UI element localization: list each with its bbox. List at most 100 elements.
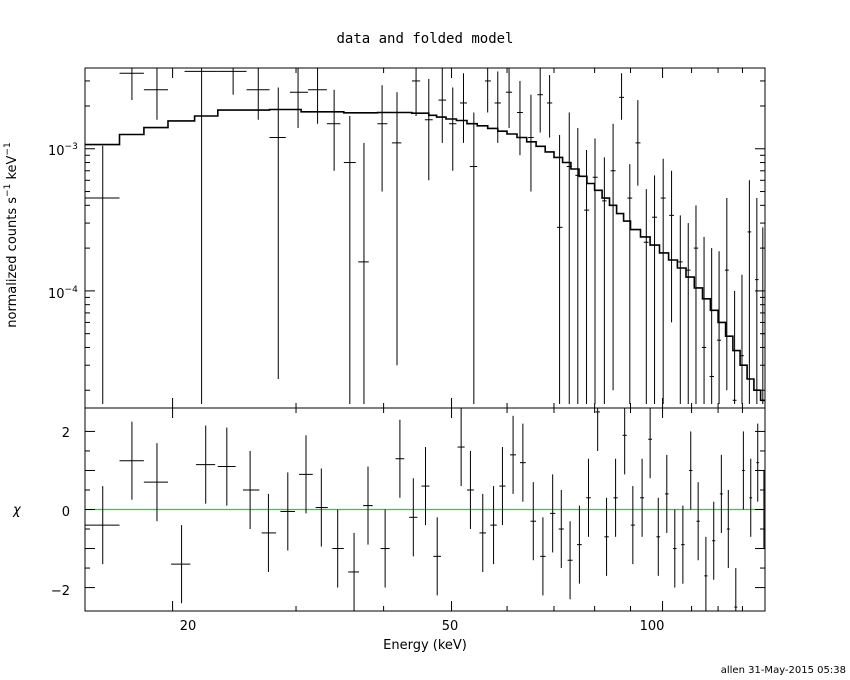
residual-point — [558, 489, 564, 569]
y-tick-label-1e-4: 10−4 — [48, 285, 78, 302]
residual-point — [519, 423, 526, 502]
data-point — [701, 236, 707, 405]
residual-point — [530, 482, 537, 561]
residuals-panel: 2 0 −2 χ — [12, 407, 766, 612]
residual-point — [380, 509, 390, 588]
residual-point — [119, 421, 144, 500]
data-point — [119, 68, 144, 101]
data-point — [627, 164, 633, 405]
residual-point — [479, 493, 487, 572]
residual-point — [315, 468, 328, 547]
y-tick-label-1e-3: 10−3 — [48, 142, 78, 159]
residual-point — [299, 435, 313, 514]
x-axis-label: Energy (keV) — [383, 638, 467, 653]
residual-point — [550, 474, 556, 553]
residual-point — [595, 408, 600, 451]
data-point — [732, 290, 737, 405]
residual-point — [395, 419, 405, 498]
data-point — [411, 68, 421, 117]
residual-point — [604, 497, 609, 576]
residual-point — [762, 470, 765, 549]
data-point — [143, 68, 168, 120]
data-point — [685, 223, 691, 405]
data-point — [269, 87, 286, 379]
data-point — [517, 80, 523, 156]
residual-point — [466, 450, 474, 530]
residual-point — [681, 505, 685, 584]
residual-point — [756, 423, 760, 502]
data-point — [557, 134, 563, 405]
data-point — [469, 112, 478, 405]
residual-point — [499, 447, 506, 526]
data-point — [643, 189, 649, 405]
x-tick-label-50: 50 — [442, 619, 459, 634]
residual-point — [363, 466, 373, 545]
residual-point — [656, 497, 661, 576]
residual-point — [704, 536, 708, 611]
data-point — [424, 78, 433, 181]
residual-point — [85, 486, 120, 565]
data-point — [377, 85, 388, 192]
residual-point — [457, 408, 465, 487]
residual-point — [332, 509, 344, 588]
data-point — [391, 92, 402, 366]
data-point — [537, 68, 543, 133]
residual-point — [749, 458, 753, 537]
residual-point — [421, 447, 430, 526]
residual-point — [734, 568, 738, 611]
residual-point — [280, 472, 296, 551]
chi-tick-label-2: 2 — [62, 426, 70, 441]
residual-point — [696, 482, 700, 561]
data-point — [449, 87, 457, 171]
x-tick-label-100: 100 — [640, 619, 665, 634]
residual-point — [622, 408, 627, 475]
data-point — [217, 68, 247, 95]
data-point — [610, 123, 616, 391]
folded-model-line — [85, 108, 765, 402]
residual-point — [196, 425, 216, 504]
data-point — [343, 116, 356, 405]
data-point — [438, 68, 447, 143]
data-point — [484, 68, 491, 113]
residual-point — [719, 454, 723, 533]
top-y-axis-label: normalized counts s−1 keV−1 — [3, 142, 20, 327]
residual-point — [540, 517, 546, 596]
data-point — [546, 75, 553, 138]
data-point — [724, 198, 729, 391]
chi-axis-label: χ — [12, 503, 22, 518]
residual-point — [726, 489, 730, 569]
data-point — [709, 248, 714, 405]
data-point — [677, 215, 683, 405]
residual-point — [567, 521, 573, 600]
residual-point — [510, 415, 517, 494]
data-point — [635, 100, 641, 186]
residual-point — [586, 458, 591, 537]
data-point — [755, 198, 759, 405]
residual-point — [712, 501, 716, 580]
residual-point — [630, 486, 635, 565]
chi-tick-label-neg2: −2 — [51, 584, 70, 599]
residual-point — [741, 431, 745, 510]
chart-title: data and folded model — [336, 31, 513, 47]
data-point — [740, 274, 744, 405]
top-data-points — [85, 68, 765, 405]
data-point — [652, 175, 658, 405]
data-point — [494, 71, 501, 143]
data-point — [528, 94, 534, 192]
data-point — [307, 68, 327, 124]
x-tick-label-20: 20 — [180, 619, 197, 634]
data-point — [289, 68, 308, 128]
data-point — [747, 180, 752, 405]
data-point — [592, 138, 598, 405]
data-point — [584, 150, 590, 405]
residual-point — [648, 408, 653, 479]
data-model-panel: 10−3 10−4 normalized counts s−1 keV−1 — [3, 67, 766, 409]
residual-point — [143, 443, 168, 522]
residual-point — [261, 493, 277, 572]
data-point — [85, 145, 120, 405]
residual-point — [409, 478, 418, 557]
residual-point — [689, 431, 693, 510]
data-point — [184, 68, 218, 405]
data-point — [566, 112, 572, 405]
